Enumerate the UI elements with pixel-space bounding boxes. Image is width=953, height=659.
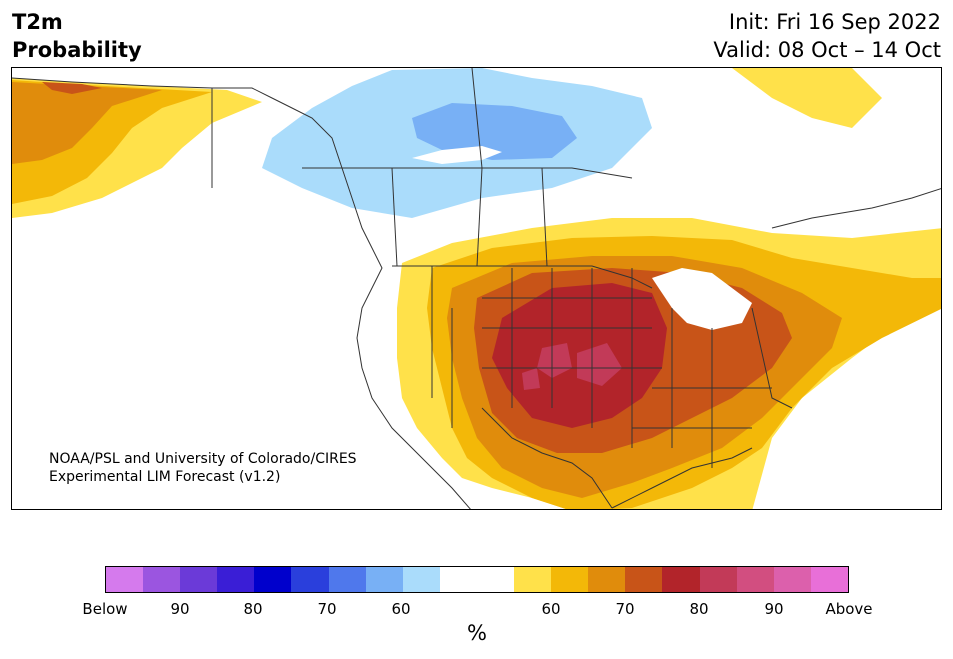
canada-below-70 (412, 103, 577, 160)
us-above-95-b (577, 343, 622, 386)
colorbar-segment (699, 567, 737, 592)
alaska-above-85 (42, 82, 102, 94)
colorbar (105, 566, 849, 593)
colorbar-segment (439, 567, 477, 592)
metric-name: Probability (12, 38, 142, 62)
colorbar-segment (365, 567, 403, 592)
valid-date: Valid: 08 Oct – 14 Oct (713, 38, 941, 62)
colorbar-segment (217, 567, 255, 592)
colorbar-segment (254, 567, 292, 592)
variable-name: T2m (12, 10, 63, 34)
colorbar-segment (106, 567, 144, 592)
colorbar-segment (588, 567, 626, 592)
colorbar-tick-label: 60 (391, 600, 411, 618)
attribution: NOAA/PSL and University of Colorado/CIRE… (49, 450, 357, 486)
colorbar-tick-label: 80 (243, 600, 263, 618)
colorbar-tick-label: 60 (541, 600, 561, 618)
colorbar-segment (773, 567, 811, 592)
us-above-95-a (537, 343, 572, 378)
colorbar-tick-label: Below (82, 600, 128, 618)
map-title: T2m Probability (12, 8, 142, 64)
colorbar-tick-label: 90 (170, 600, 190, 618)
init-date: Init: Fri 16 Sep 2022 (728, 10, 941, 34)
colorbar-segment (810, 567, 848, 592)
colorbar-tick-label: 70 (317, 600, 337, 618)
us-above-95-c (522, 368, 540, 390)
colorbar-segment (143, 567, 181, 592)
labrador-above-60 (732, 68, 882, 128)
colorbar-segment (180, 567, 218, 592)
colorbar-segment (328, 567, 366, 592)
colorbar-tick-label: 90 (764, 600, 784, 618)
colorbar-segment (736, 567, 774, 592)
map-canvas (12, 68, 941, 509)
colorbar-tick-label: Above (825, 600, 873, 618)
colorbar-segment (551, 567, 589, 592)
colorbar-unit: % (467, 621, 487, 645)
great-lakes (652, 268, 752, 330)
colorbar-segment (514, 567, 552, 592)
colorbar-segment (662, 567, 700, 592)
colorbar-tick-label: 70 (615, 600, 635, 618)
colorbar-segment (291, 567, 329, 592)
colorbar-segment (402, 567, 440, 592)
colorbar-segment (476, 567, 515, 592)
attribution-line1: NOAA/PSL and University of Colorado/CIRE… (49, 451, 357, 467)
boundaries (12, 68, 941, 509)
colorbar-tick-label: 80 (689, 600, 709, 618)
colorbar-segment (625, 567, 663, 592)
forecast-map (11, 67, 942, 510)
forecast-dates: Init: Fri 16 Sep 2022 Valid: 08 Oct – 14… (713, 8, 941, 64)
hudson-bay-white (412, 146, 502, 164)
attribution-line2: Experimental LIM Forecast (v1.2) (49, 469, 281, 485)
alaska-above-80 (12, 82, 162, 164)
